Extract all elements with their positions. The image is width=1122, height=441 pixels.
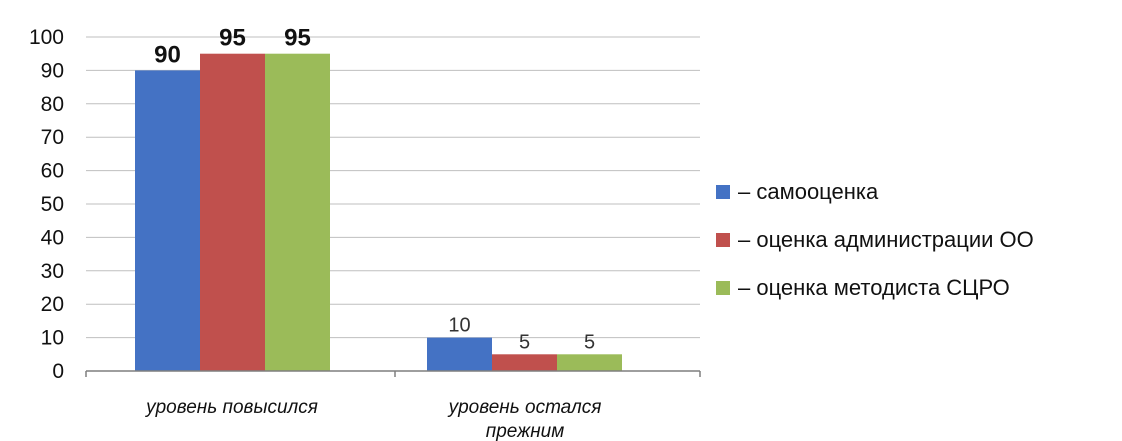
data-label: 95 bbox=[284, 25, 311, 52]
bars bbox=[135, 53, 622, 372]
category-label: уровень остался прежним bbox=[447, 397, 602, 441]
y-tick-label: 90 bbox=[41, 59, 64, 82]
y-tick-label: 60 bbox=[41, 160, 64, 183]
bar bbox=[200, 53, 265, 371]
data-labels: 90 10 95 5 95 5 bbox=[154, 25, 595, 354]
legend-swatch bbox=[716, 185, 730, 199]
y-tick-label: 40 bbox=[41, 226, 64, 249]
y-tick-label: 10 bbox=[41, 327, 64, 350]
category-labels: уровень повысился уровень остался прежним bbox=[85, 371, 701, 441]
bar bbox=[427, 337, 492, 371]
y-tick-label: 70 bbox=[41, 126, 64, 149]
bar bbox=[135, 70, 200, 372]
data-label: 10 bbox=[448, 315, 470, 337]
legend-label: – самооценка bbox=[738, 179, 879, 204]
legend-label: – оценка администрации ОО bbox=[738, 227, 1034, 252]
y-tick-label: 30 bbox=[41, 260, 64, 283]
data-label: 90 bbox=[154, 41, 181, 68]
bar bbox=[557, 354, 622, 371]
bar bbox=[265, 53, 330, 371]
data-label: 5 bbox=[519, 331, 530, 353]
y-axis-tick-labels: 0 10 20 30 40 50 60 70 80 90 100 bbox=[29, 26, 64, 383]
y-tick-label: 80 bbox=[41, 93, 64, 116]
category-label: уровень повысился bbox=[144, 397, 318, 418]
y-tick-label: 0 bbox=[52, 360, 64, 383]
legend-swatch bbox=[716, 233, 730, 247]
y-tick-label: 100 bbox=[29, 26, 64, 49]
legend: – самооценка – оценка администрации ОО – о… bbox=[716, 179, 1034, 300]
legend-swatch bbox=[716, 281, 730, 295]
y-tick-label: 50 bbox=[41, 193, 64, 216]
data-label: 5 bbox=[584, 331, 595, 353]
y-tick-label: 20 bbox=[41, 293, 64, 316]
legend-label: – оценка методиста СЦРО bbox=[738, 275, 1010, 300]
bar bbox=[492, 354, 557, 371]
data-label: 95 bbox=[219, 25, 246, 52]
